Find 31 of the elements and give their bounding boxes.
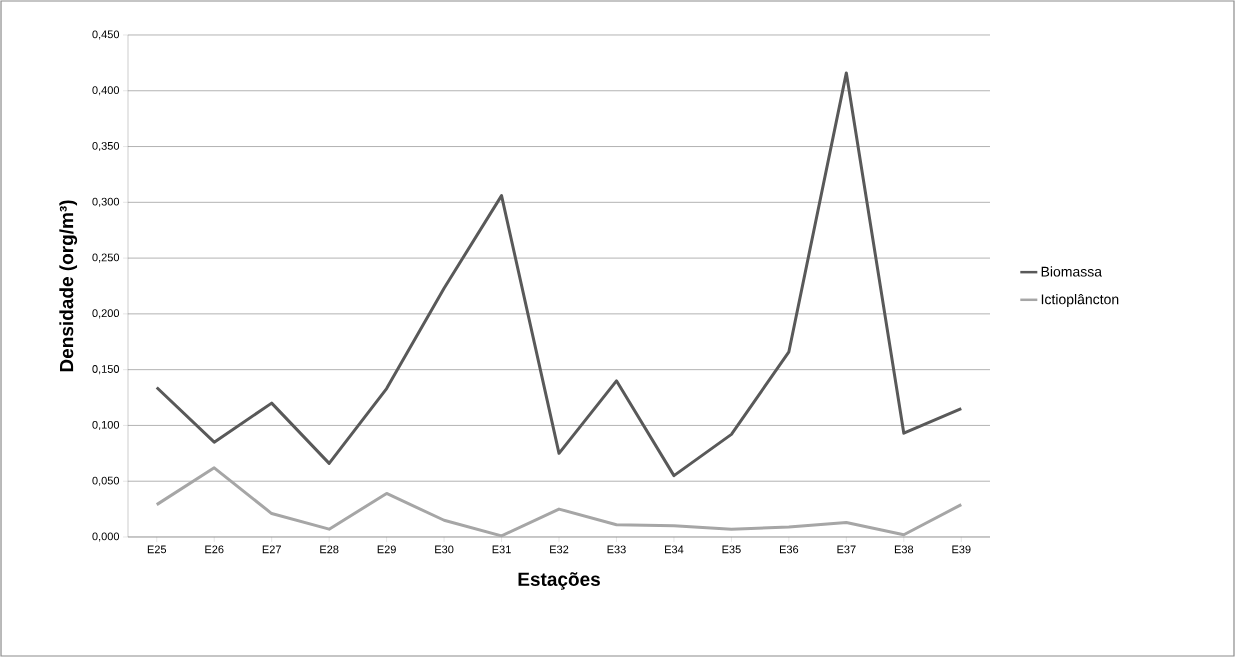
x-tick-label: E31 [492, 545, 511, 554]
x-tick-label: E38 [894, 545, 914, 554]
x-tick-label: E34 [665, 545, 684, 554]
y-tick-label: 0,300 [92, 197, 120, 207]
legend-label: Ictioplâncton [1041, 293, 1119, 308]
y-tick-label: 0,400 [92, 86, 120, 96]
y-tick-label: 0,100 [92, 420, 120, 430]
x-tick-label: E39 [952, 545, 971, 554]
legend-label: Biomassa [1041, 266, 1103, 277]
y-tick-label: 0,200 [92, 309, 120, 319]
x-axis-title: Estações [518, 572, 600, 590]
x-tick-label: E33 [607, 545, 626, 554]
line-series [155, 466, 963, 537]
y-tick-label: 0,450 [92, 30, 120, 40]
x-tick-label: E29 [377, 545, 396, 554]
x-tick-label: E35 [722, 545, 741, 554]
x-tick-label: E32 [550, 545, 569, 554]
x-tick-label: E37 [837, 545, 856, 554]
x-tick-label: E36 [780, 545, 799, 554]
line-series [155, 71, 963, 478]
y-tick-label: 0,150 [92, 365, 120, 375]
x-tick-label: E27 [262, 545, 281, 554]
x-tick-label: E28 [320, 545, 339, 554]
y-tick-label: 0,050 [92, 476, 120, 486]
y-tick-label: 0,250 [92, 253, 120, 263]
x-tick-label: E25 [147, 545, 167, 554]
y-tick-label: 0,000 [92, 532, 120, 542]
x-tick-label: E26 [205, 545, 224, 554]
y-tick-label: 0,350 [92, 141, 120, 152]
y-axis-title: Densidade (org/m³) [59, 200, 78, 372]
x-tick-label: E30 [435, 545, 454, 554]
